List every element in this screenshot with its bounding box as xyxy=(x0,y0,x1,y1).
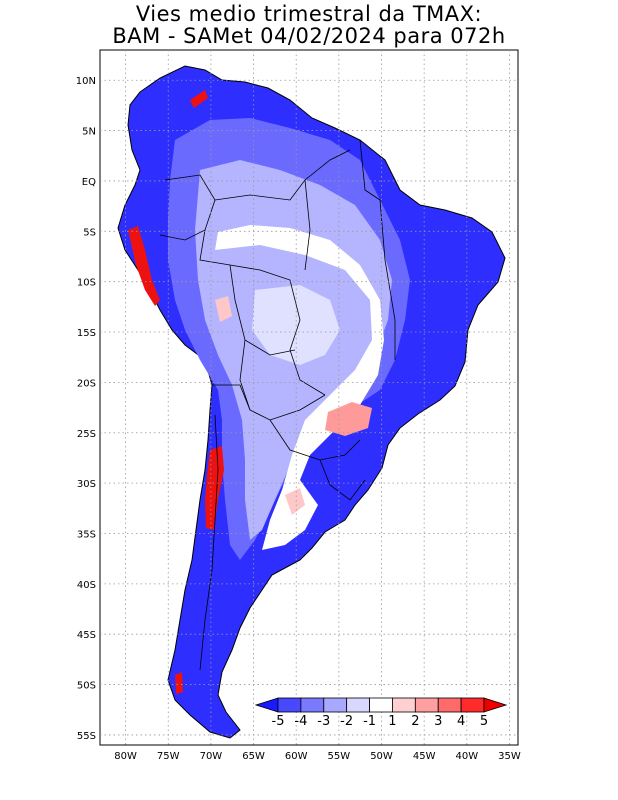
latitude-tick-label: 25S xyxy=(77,429,96,440)
longitude-tick-label: 40W xyxy=(456,751,479,762)
map-title-line-1: Vies medio trimestral da TMAX: xyxy=(135,2,483,26)
colorbar-label: -3 xyxy=(317,714,330,729)
colorbar-max-arrow xyxy=(483,697,508,713)
longitude-tick-label: 50W xyxy=(370,751,393,762)
latitude-tick-label: EQ xyxy=(82,177,96,188)
longitude-tick-label: 55W xyxy=(328,751,351,762)
colorbar-swatch xyxy=(346,697,370,713)
longitude-tick-label: 35W xyxy=(498,751,521,762)
colorbar-swatch xyxy=(460,697,485,713)
colorbar-label: -1 xyxy=(363,714,376,729)
colorbar-label: -2 xyxy=(340,714,353,729)
latitude-tick-label: 10N xyxy=(76,76,96,87)
colorbar-label: -4 xyxy=(294,714,307,729)
hot-anomaly-andes-north xyxy=(128,226,160,306)
latitude-tick-label: 35S xyxy=(77,529,96,540)
latitude-labels: 10N 5N EQ 5S 10S 15S 20S 25S 30S 35S 40S 45S 50S 55S xyxy=(76,76,96,742)
graticule xyxy=(100,50,518,745)
colorbar-label: 5 xyxy=(480,714,488,729)
warm-anomaly-argentina xyxy=(285,488,305,515)
longitude-tick-label: 45W xyxy=(413,751,436,762)
colorbar-label: 1 xyxy=(388,714,396,729)
longitude-tick-label: 60W xyxy=(285,751,308,762)
colorbar-swatch xyxy=(392,697,416,713)
latitude-tick-label: 5N xyxy=(82,127,96,138)
latitude-tick-label: 15S xyxy=(77,328,96,339)
colorbar-label: 2 xyxy=(411,714,419,729)
colorbar-label: -5 xyxy=(272,714,285,729)
country-borders xyxy=(159,139,396,671)
colorbar-swatch xyxy=(277,697,302,713)
colorbar-label: 4 xyxy=(457,714,465,729)
colorbar: -5 -4 -3 -2 -1 1 2 3 4 5 xyxy=(254,697,508,729)
longitude-tick-label: 75W xyxy=(157,751,180,762)
longitude-labels: 80W 75W 70W 65W 60W 55W 50W 45W 40W 35W xyxy=(114,751,521,762)
colorbar-swatch xyxy=(300,697,325,713)
latitude-tick-label: 10S xyxy=(77,278,96,289)
hot-anomaly-caribbean xyxy=(190,90,208,108)
hot-anomaly-andes-south xyxy=(205,446,224,530)
longitude-tick-label: 80W xyxy=(114,751,137,762)
colorbar-swatch xyxy=(369,697,393,713)
neutral-region xyxy=(215,225,384,550)
map-title-line-2: BAM - SAMet 04/02/2024 para 072h xyxy=(112,24,506,48)
latitude-tick-label: 55S xyxy=(77,731,96,742)
latitude-tick-label: 20S xyxy=(77,378,96,389)
colorbar-swatch xyxy=(437,697,462,713)
latitude-tick-label: 45S xyxy=(77,630,96,641)
hot-anomaly-patagonia xyxy=(175,672,183,694)
latitude-tick-label: 40S xyxy=(77,580,96,591)
longitude-tick-label: 70W xyxy=(200,751,223,762)
colorbar-swatch xyxy=(323,697,348,713)
warm-anomaly-south-brazil xyxy=(325,402,372,436)
latitude-tick-label: 50S xyxy=(77,681,96,692)
colorbar-label: 3 xyxy=(434,714,442,729)
colorbar-swatch xyxy=(414,697,439,713)
latitude-tick-label: 5S xyxy=(83,227,96,238)
warm-anomaly-bolivia xyxy=(215,296,232,322)
longitude-tick-label: 65W xyxy=(242,751,265,762)
map-layer xyxy=(117,65,506,739)
latitude-tick-label: 30S xyxy=(77,479,96,490)
